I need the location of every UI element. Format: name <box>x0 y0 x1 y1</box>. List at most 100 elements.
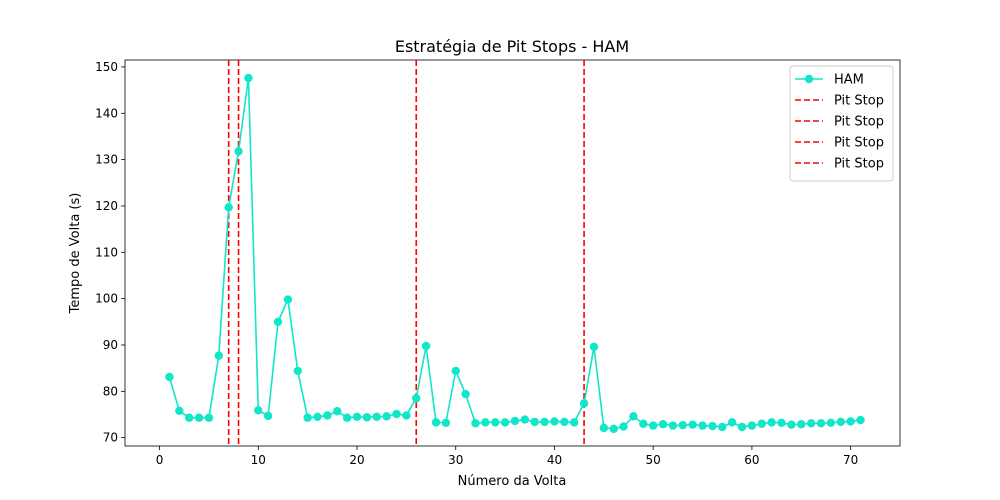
data-point <box>599 423 609 433</box>
data-point <box>491 418 500 427</box>
data-point <box>382 412 391 421</box>
chart-title: Estratégia de Pit Stops - HAM <box>395 37 629 56</box>
data-point <box>708 421 717 431</box>
data-point <box>293 366 302 376</box>
data-point <box>570 418 579 427</box>
data-point <box>787 420 796 429</box>
data-point <box>392 409 401 419</box>
data-point <box>481 418 490 427</box>
data-point <box>688 420 697 429</box>
data-point <box>648 421 658 430</box>
data-point <box>175 406 184 415</box>
y-tick-label: 90 <box>103 338 118 352</box>
data-point <box>510 416 520 426</box>
plot-area: 0 10 20 30 40 50 60 70 70 80 90 100 110 120 130 140 150 <box>95 59 901 467</box>
data-point <box>639 419 648 428</box>
data-point <box>737 422 747 432</box>
data-point <box>550 417 559 426</box>
data-point <box>589 342 599 352</box>
x-tick-label: 0 <box>156 453 164 467</box>
x-tick-label: 70 <box>843 453 858 467</box>
data-point <box>757 419 766 428</box>
data-point <box>777 418 786 428</box>
y-axis-label: Tempo de Volta (s) <box>68 193 83 315</box>
data-point <box>678 420 688 430</box>
data-point <box>204 413 214 422</box>
data-point <box>668 421 678 430</box>
x-tick-label: 30 <box>448 453 463 467</box>
data-point <box>254 406 263 415</box>
data-point <box>806 419 816 428</box>
y-tick-label: 70 <box>103 431 118 445</box>
data-point <box>194 413 204 422</box>
data-point <box>619 422 628 431</box>
data-point <box>303 413 312 422</box>
data-point <box>313 412 322 422</box>
data-point <box>629 412 638 421</box>
data-point <box>698 421 707 430</box>
data-point <box>461 389 470 399</box>
data-point <box>846 417 855 426</box>
data-point <box>273 317 283 327</box>
y-tick-label: 100 <box>95 292 118 306</box>
data-point <box>362 413 372 422</box>
data-point <box>816 419 826 428</box>
y-tick-label: 80 <box>103 384 118 398</box>
legend-label-pit-stop: Pit Stop <box>834 115 884 130</box>
data-point <box>421 341 431 351</box>
data-point <box>471 419 480 428</box>
legend-marker-ham <box>804 74 814 84</box>
data-point <box>797 420 806 429</box>
y-tick-label: 150 <box>95 60 118 74</box>
data-point <box>530 417 539 427</box>
y-tick-label: 130 <box>95 153 118 167</box>
y-tick-label: 120 <box>95 199 118 213</box>
data-point <box>520 415 530 424</box>
plot-frame <box>124 59 901 447</box>
data-point <box>402 411 411 420</box>
data-point <box>500 418 510 427</box>
x-axis-label: Número da Volta <box>458 474 567 489</box>
data-point <box>244 73 253 83</box>
data-point <box>579 399 589 408</box>
x-tick-label: 50 <box>646 453 661 467</box>
data-point <box>412 394 421 403</box>
legend-label-pit-stop: Pit Stop <box>834 136 884 151</box>
data-point <box>283 295 293 304</box>
data-point <box>234 147 243 156</box>
data-point <box>441 418 451 428</box>
data-point <box>747 421 757 430</box>
data-point <box>214 351 223 360</box>
data-point <box>263 411 273 421</box>
data-point <box>767 418 776 427</box>
data-point <box>431 418 441 427</box>
x-tick-label: 60 <box>744 453 759 467</box>
data-point <box>609 424 618 434</box>
y-tick-label: 140 <box>95 106 118 120</box>
data-point <box>372 412 381 422</box>
data-point <box>451 366 460 376</box>
data-point <box>836 417 845 427</box>
legend-label-ham: HAM <box>834 73 864 88</box>
data-point <box>540 417 549 427</box>
legend-label-pit-stop: Pit Stop <box>834 94 884 109</box>
data-point <box>165 372 174 382</box>
data-point <box>727 418 737 427</box>
legend-label-pit-stop: Pit Stop <box>834 157 884 172</box>
x-tick-label: 20 <box>349 453 364 467</box>
data-point <box>184 413 194 422</box>
data-point <box>333 407 342 416</box>
x-tick-label: 10 <box>251 453 266 467</box>
data-point <box>658 420 668 429</box>
data-point <box>323 411 332 420</box>
data-point <box>856 415 865 425</box>
data-point <box>224 203 233 212</box>
x-tick-label: 40 <box>547 453 562 467</box>
legend-box <box>789 65 894 182</box>
legend: HAM Pit Stop Pit Stop Pit Stop Pit Stop <box>789 65 894 182</box>
data-point <box>342 413 352 422</box>
data-point <box>826 418 836 428</box>
data-point <box>560 417 569 427</box>
data-point <box>352 412 362 422</box>
